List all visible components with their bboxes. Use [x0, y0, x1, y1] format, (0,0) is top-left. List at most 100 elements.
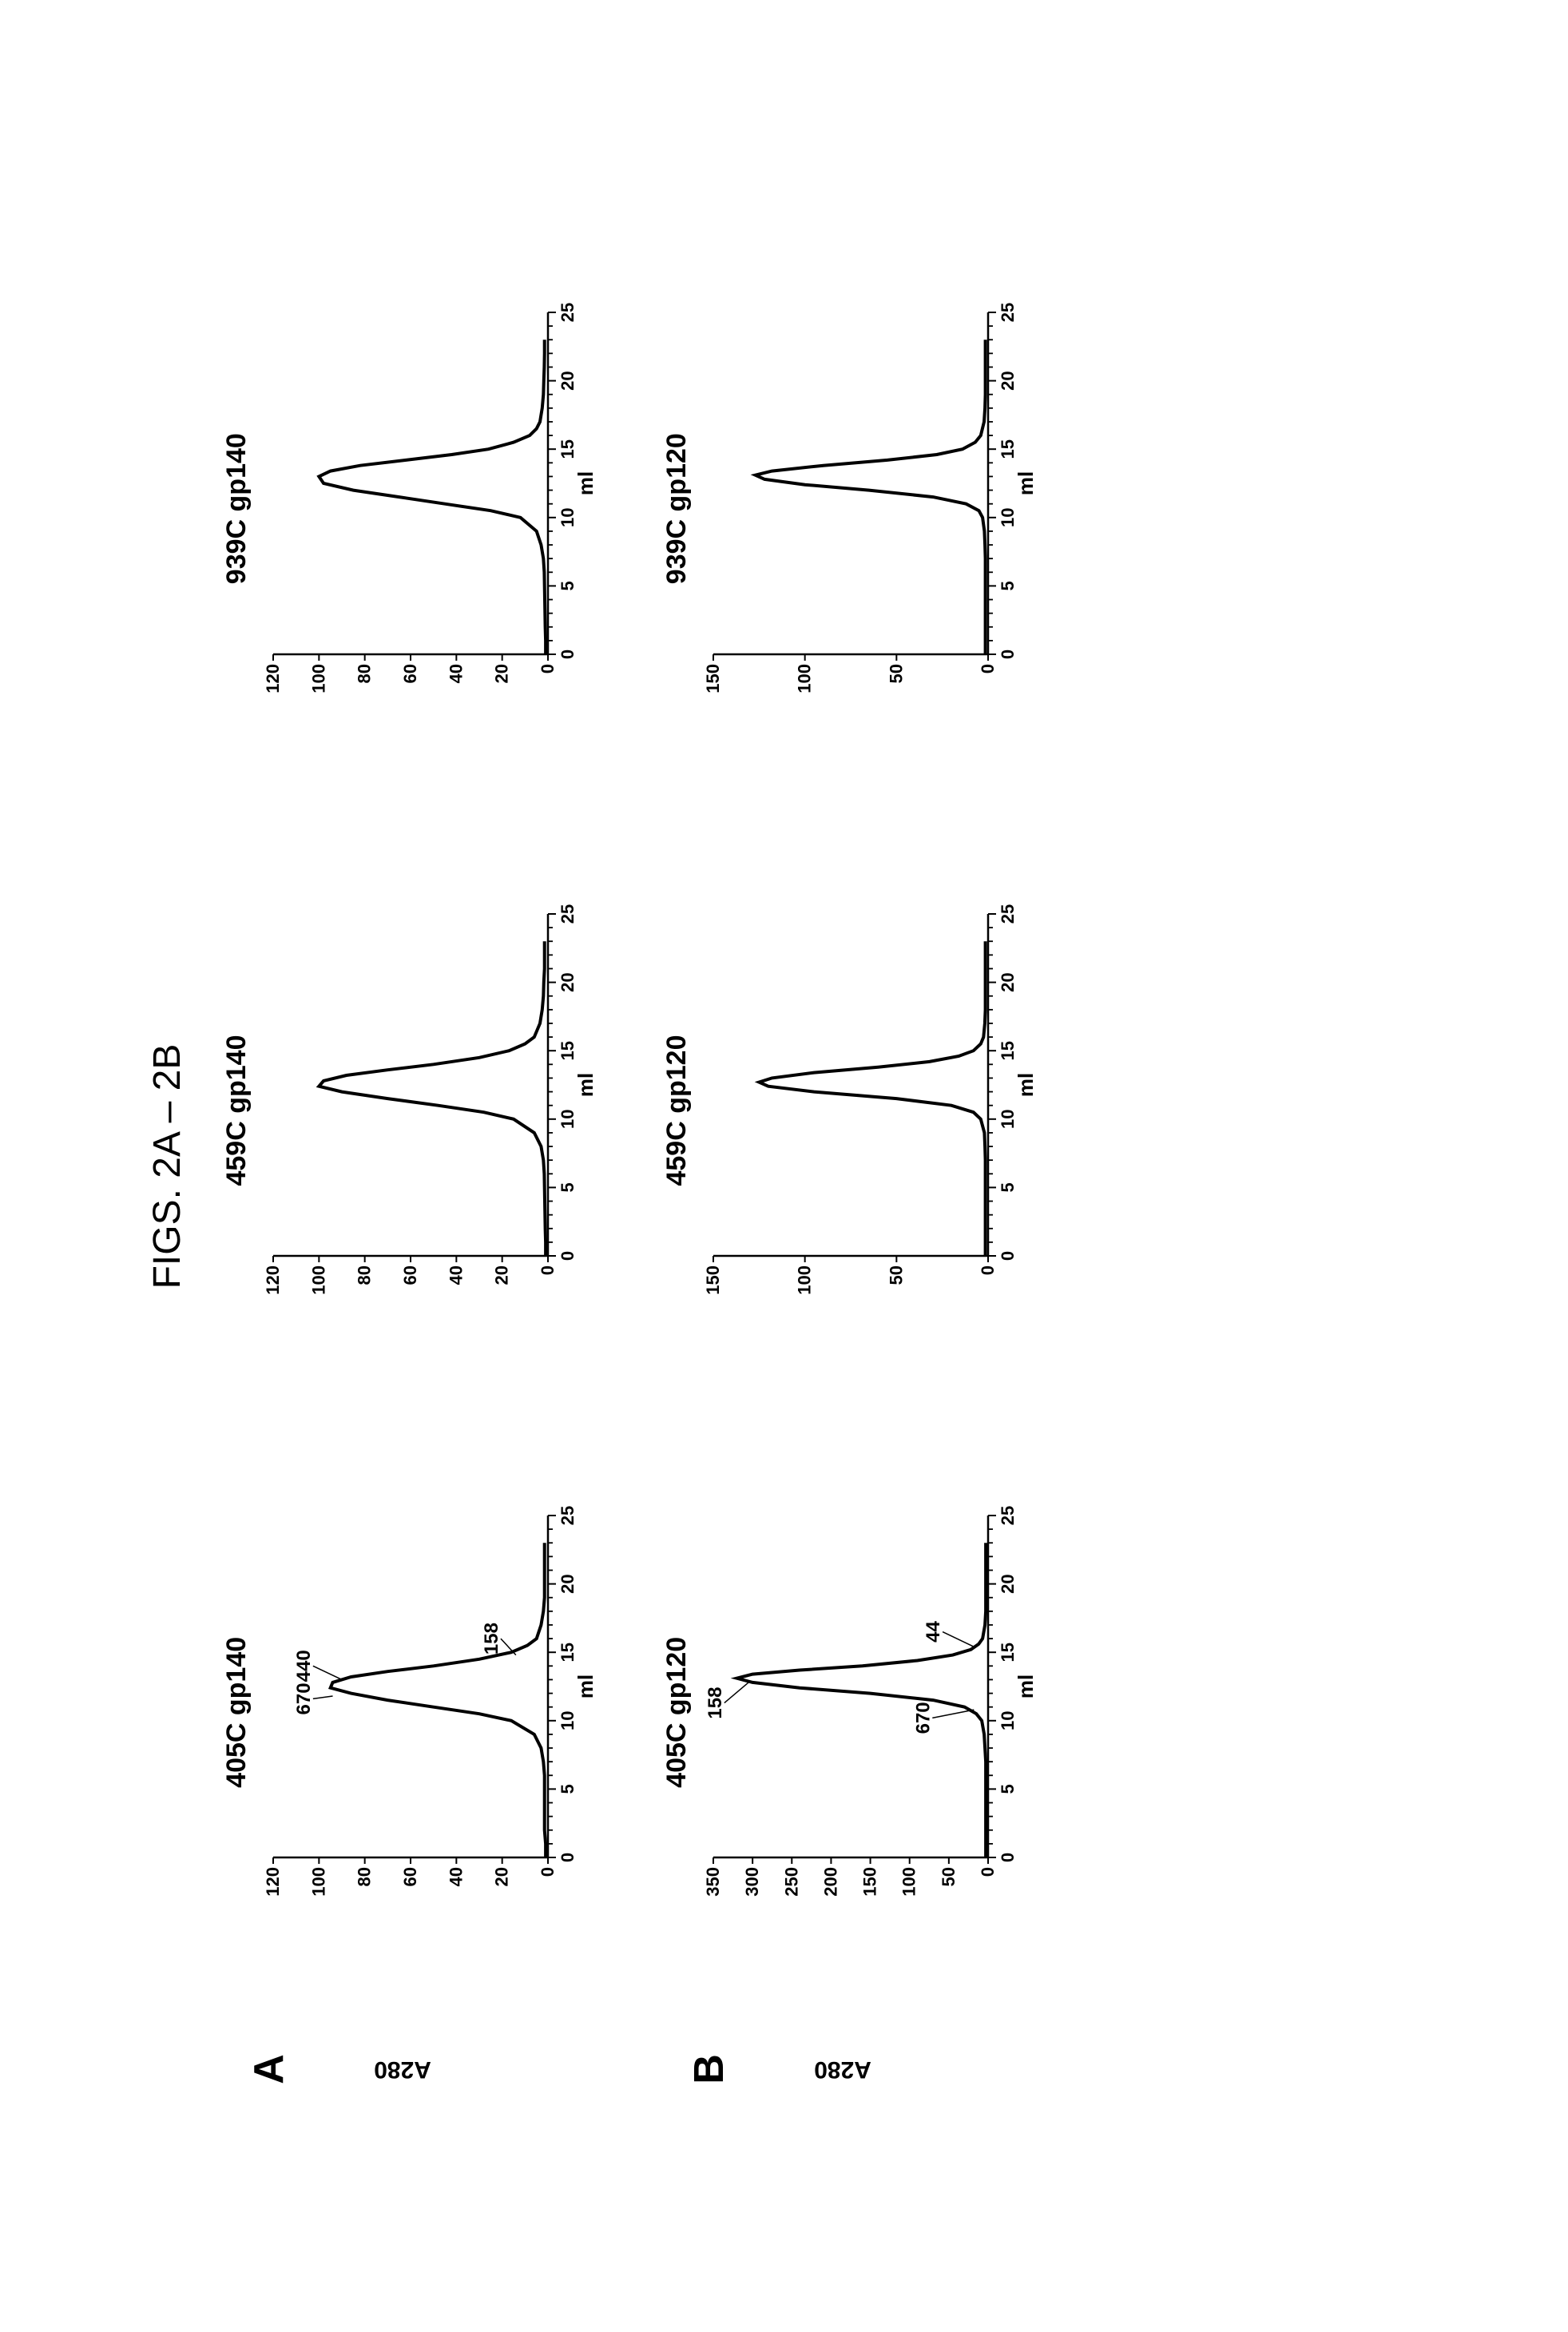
- svg-text:60: 60: [400, 1265, 420, 1285]
- svg-text:20: 20: [998, 972, 1018, 991]
- svg-text:10: 10: [998, 507, 1018, 526]
- row-label-b: B A280: [661, 2045, 1038, 2093]
- chart-cell: 459C gp1400204060801001200510152025ml: [221, 841, 597, 1379]
- chart-plot: 0501001500510152025ml: [702, 300, 1038, 716]
- row-label-a: AA280: [221, 2045, 597, 2093]
- chart-plot: 0501001500510152025ml: [702, 903, 1038, 1318]
- svg-text:40: 40: [446, 1265, 466, 1285]
- svg-text:100: 100: [899, 1867, 919, 1897]
- svg-text:ml: ml: [1014, 471, 1038, 495]
- svg-text:25: 25: [558, 1506, 578, 1525]
- panel-letter: A: [245, 2054, 293, 2084]
- svg-text:0: 0: [998, 1853, 1018, 1862]
- svg-text:150: 150: [703, 1265, 723, 1295]
- svg-text:10: 10: [558, 1109, 578, 1128]
- svg-text:ml: ml: [1014, 1675, 1038, 1698]
- svg-text:60: 60: [400, 1867, 420, 1886]
- svg-text:350: 350: [703, 1867, 723, 1897]
- svg-text:0: 0: [978, 1265, 998, 1275]
- svg-text:15: 15: [558, 439, 578, 458]
- svg-text:25: 25: [558, 904, 578, 923]
- svg-text:0: 0: [558, 1250, 578, 1260]
- svg-text:80: 80: [354, 663, 374, 682]
- chart-title: 459C gp120: [661, 1035, 693, 1186]
- svg-text:0: 0: [998, 1250, 1018, 1260]
- chart-cell: 405C gp120050100150200250300350051015202…: [661, 1443, 1038, 1980]
- svg-text:250: 250: [781, 1867, 801, 1897]
- svg-text:50: 50: [886, 1265, 906, 1285]
- svg-text:5: 5: [558, 1182, 578, 1192]
- svg-text:25: 25: [998, 302, 1018, 321]
- figure-title: FIGS. 2A – 2B: [145, 208, 189, 2125]
- svg-text:44: 44: [923, 1620, 944, 1642]
- svg-text:10: 10: [998, 1710, 1018, 1730]
- svg-text:60: 60: [400, 663, 420, 682]
- chart-cell: 939C gp1200501001500510152025ml: [661, 240, 1038, 777]
- svg-text:20: 20: [491, 1867, 511, 1886]
- svg-text:670: 670: [912, 1702, 934, 1734]
- chart-cell: 459C gp1200501001500510152025ml: [661, 841, 1038, 1379]
- chart-plot: 0 20 40 60 80 100 120 0 5 10 15 20 25 ml: [262, 300, 597, 716]
- svg-text:20: 20: [558, 972, 578, 991]
- svg-text:0: 0: [998, 649, 1018, 658]
- svg-text:20: 20: [491, 663, 511, 682]
- chart-cell: 939C gp140 0 20 40 60 80 100 120 0 5 10 15 20 25 ml: [221, 240, 597, 777]
- chart-title: 405C gp140: [221, 1636, 252, 1787]
- svg-text:100: 100: [794, 1265, 814, 1295]
- svg-text:5: 5: [558, 580, 578, 590]
- svg-text:20: 20: [998, 371, 1018, 390]
- svg-text:ml: ml: [1014, 1072, 1038, 1096]
- svg-text:5: 5: [558, 1784, 578, 1794]
- svg-text:20: 20: [998, 1574, 1018, 1593]
- svg-text:100: 100: [308, 663, 328, 693]
- svg-text:15: 15: [998, 1040, 1018, 1059]
- svg-text:670: 670: [292, 1682, 314, 1714]
- svg-text:40: 40: [446, 663, 466, 682]
- svg-text:ml: ml: [574, 471, 597, 495]
- svg-text:15: 15: [558, 1643, 578, 1662]
- svg-text:10: 10: [558, 507, 578, 526]
- chart-title: 939C gp140: [221, 433, 252, 584]
- panel-letter: B: [685, 2054, 733, 2084]
- figure-page: FIGS. 2A – 2B AA280405C gp14002040608010…: [145, 208, 1423, 2125]
- svg-text:120: 120: [263, 1867, 283, 1897]
- svg-text:0: 0: [538, 1867, 558, 1877]
- chart-plot: 050100150200250300350051015202515867044m…: [702, 1504, 1038, 1920]
- svg-text:10: 10: [558, 1710, 578, 1730]
- svg-text:15: 15: [998, 439, 1018, 458]
- y-axis-label: A280: [814, 2056, 871, 2083]
- svg-text:200: 200: [820, 1867, 840, 1897]
- chart-title: 939C gp120: [661, 433, 693, 584]
- svg-text:20: 20: [558, 371, 578, 390]
- svg-text:80: 80: [354, 1265, 374, 1285]
- chart-plot: 0204060801001200510152025670440158ml: [262, 1504, 597, 1920]
- svg-text:50: 50: [938, 1867, 958, 1886]
- svg-text:5: 5: [998, 1182, 1018, 1192]
- svg-text:25: 25: [558, 302, 578, 321]
- svg-text:15: 15: [998, 1643, 1018, 1662]
- svg-text:ml: ml: [574, 1675, 597, 1698]
- svg-text:150: 150: [859, 1867, 879, 1897]
- svg-text:15: 15: [558, 1040, 578, 1059]
- svg-text:20: 20: [558, 1574, 578, 1593]
- svg-text:0: 0: [558, 649, 578, 658]
- svg-text:25: 25: [998, 904, 1018, 923]
- svg-text:0: 0: [538, 1265, 558, 1275]
- svg-text:158: 158: [480, 1623, 502, 1655]
- svg-text:158: 158: [704, 1686, 725, 1718]
- svg-text:ml: ml: [574, 1072, 597, 1096]
- chart-cell: 405C gp140020406080100120051015202567044…: [221, 1443, 597, 1980]
- svg-text:40: 40: [446, 1867, 466, 1886]
- chart-title: 405C gp120: [661, 1636, 693, 1787]
- svg-text:0: 0: [558, 1853, 578, 1862]
- svg-text:0: 0: [978, 1867, 998, 1877]
- svg-text:120: 120: [263, 663, 283, 693]
- svg-text:5: 5: [998, 580, 1018, 590]
- svg-text:100: 100: [308, 1867, 328, 1897]
- svg-text:120: 120: [263, 1265, 283, 1295]
- svg-text:100: 100: [794, 663, 814, 693]
- chart-plot: 0204060801001200510152025ml: [262, 903, 597, 1318]
- svg-text:0: 0: [538, 663, 558, 673]
- svg-text:0: 0: [978, 663, 998, 673]
- svg-text:20: 20: [491, 1265, 511, 1285]
